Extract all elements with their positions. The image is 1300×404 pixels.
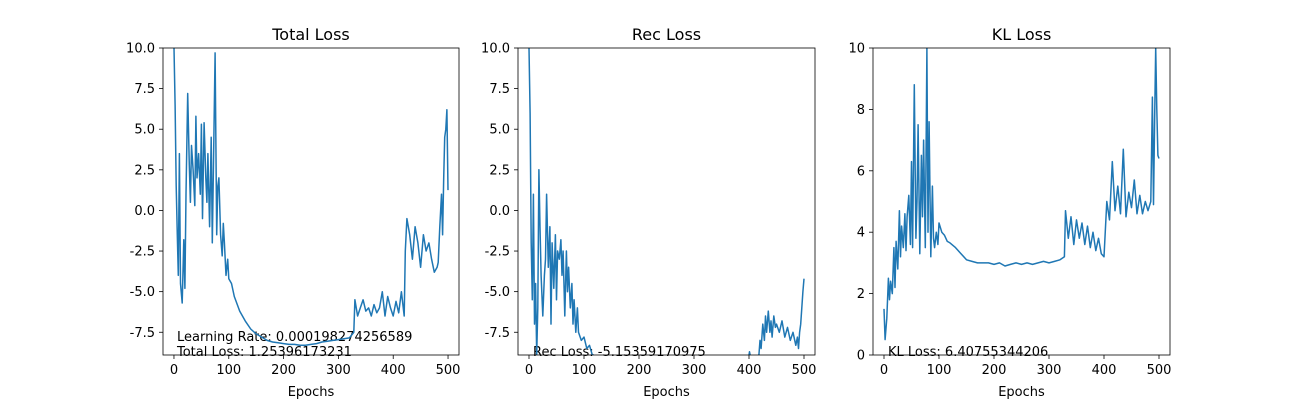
- x-tick-label: 0: [525, 363, 533, 378]
- y-tick-label: -7.5: [485, 326, 510, 341]
- series-line-0: [883, 48, 1160, 341]
- y-tick-label: 4: [857, 226, 865, 241]
- x-tick-label: 300: [682, 363, 707, 378]
- panel-kl-loss: KL Loss KL Loss: 6.40755344206 0 100 200 30…: [848, 25, 1171, 400]
- x-axis-label: Epochs: [998, 385, 1045, 400]
- x-tick-label: 200: [627, 363, 652, 378]
- annotations: Rec Loss: -5.15359170975: [533, 345, 706, 360]
- x-tick-label: 400: [737, 363, 762, 378]
- plot-area: 0 100 200 300 400 500 -7.5 -5.0 -2.5 0.0 2.5 5.0 7.5…: [481, 42, 816, 379]
- chart-title: Rec Loss: [632, 25, 701, 44]
- y-tick-label: 2.5: [134, 163, 155, 178]
- y-tick-label: -2.5: [130, 245, 155, 260]
- x-tick-label: 400: [1092, 363, 1117, 378]
- series-line-1: [748, 351, 751, 355]
- x-tick-label: 100: [216, 363, 241, 378]
- y-tick-label: 5.0: [489, 123, 510, 138]
- y-tick-label: 10.0: [481, 42, 510, 57]
- series-line-2: [758, 278, 805, 355]
- x-tick-label: 500: [436, 363, 461, 378]
- y-tick-label: 0.0: [489, 204, 510, 219]
- y-tick-label: -5.0: [485, 285, 510, 300]
- chart-title: KL Loss: [992, 25, 1052, 44]
- plot-area: 0 100 200 300 400 500 0 2 4 6 8 10: [848, 42, 1171, 379]
- x-tick-label: 200: [982, 363, 1007, 378]
- annotation-text: KL Loss: 6.40755344206: [888, 345, 1048, 360]
- x-tick-label: 300: [1037, 363, 1062, 378]
- series-line-0: [528, 48, 594, 355]
- y-tick-label: 2.5: [489, 163, 510, 178]
- x-tick-label: 0: [170, 363, 178, 378]
- axes-frame: [872, 47, 1171, 356]
- y-tick-label: 0: [857, 349, 865, 364]
- x-tick-label: 0: [880, 363, 888, 378]
- x-tick-label: 300: [326, 363, 351, 378]
- x-axis-label: Epochs: [288, 385, 335, 400]
- plot-area: 0 100 200 300 400 500 -7.5 -5.0 -2.5 0.0 2.5 5.0 7.5…: [126, 42, 460, 379]
- axes-frame: [162, 47, 460, 356]
- x-tick-label: 100: [927, 363, 952, 378]
- y-tick-label: 2: [857, 287, 865, 302]
- y-tick-label: 6: [857, 164, 865, 179]
- panel-rec-loss: Rec Loss Rec Loss: -5.15359170975 0 100 20…: [481, 25, 816, 400]
- x-axis-label: Epochs: [643, 385, 690, 400]
- annotation-text: Learning Rate: 0.000198274256589: [177, 330, 412, 345]
- panel-total-loss: Total Loss Learning Rate: 0.000198274256…: [126, 25, 460, 400]
- y-tick-label: 5.0: [134, 123, 155, 138]
- y-tick-label: 10.0: [126, 42, 155, 57]
- y-tick-label: -7.5: [130, 326, 155, 341]
- y-tick-label: 7.5: [134, 82, 155, 97]
- y-tick-label: 8: [857, 103, 865, 118]
- y-tick-label: -2.5: [485, 245, 510, 260]
- x-tick-label: 400: [381, 363, 406, 378]
- y-tick-label: 7.5: [489, 82, 510, 97]
- x-tick-label: 200: [271, 363, 296, 378]
- x-tick-label: 100: [572, 363, 597, 378]
- x-tick-label: 500: [792, 363, 817, 378]
- annotation-text: Total Loss: 1.25396173231: [176, 345, 352, 360]
- x-tick-label: 500: [1147, 363, 1172, 378]
- annotation-text: Rec Loss: -5.15359170975: [533, 345, 706, 360]
- chart-title: Total Loss: [271, 25, 350, 44]
- series-line-0: [173, 48, 449, 347]
- y-tick-label: 10: [848, 42, 865, 57]
- y-tick-label: 0.0: [134, 204, 155, 219]
- axes-frame: [517, 47, 816, 356]
- y-tick-label: -5.0: [130, 285, 155, 300]
- annotations: KL Loss: 6.40755344206: [888, 345, 1048, 360]
